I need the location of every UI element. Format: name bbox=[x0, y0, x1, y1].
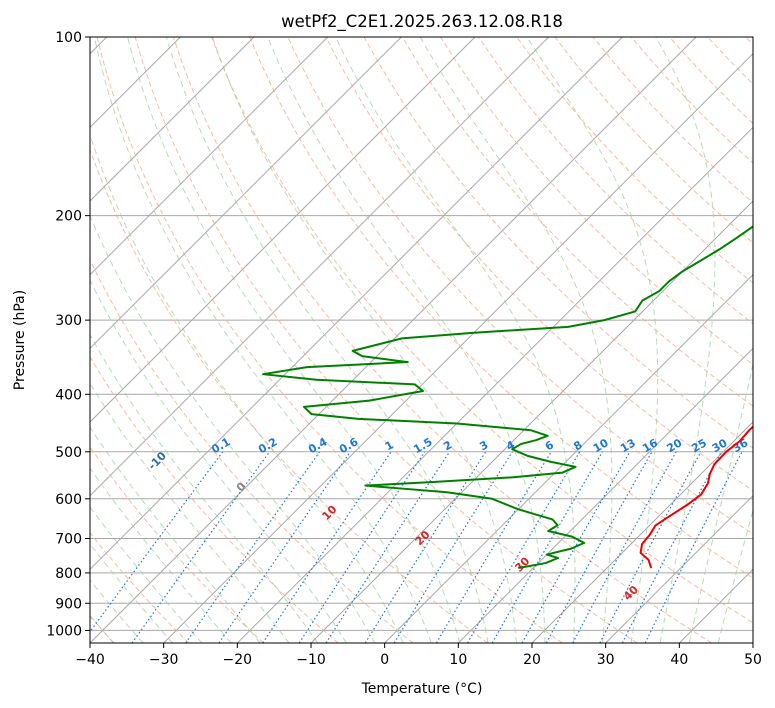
moist-adiabat-line bbox=[90, 333, 319, 643]
moist-adiabat-line bbox=[526, 37, 659, 643]
plot-frame bbox=[89, 36, 754, 644]
isotherm-gridline bbox=[90, 37, 329, 276]
dry-adiabat-line bbox=[90, 258, 414, 643]
moist-adiabat-line bbox=[90, 506, 203, 643]
moist-adiabat-line bbox=[335, 37, 576, 643]
moist-adiabat-line bbox=[90, 543, 173, 643]
y-tick-label: 600 bbox=[55, 492, 82, 508]
dry-adiabat-line bbox=[211, 37, 753, 624]
y-axis-label: Pressure (hPa) bbox=[12, 290, 28, 390]
dry-adiabat-line bbox=[440, 37, 753, 366]
x-tick-label: −30 bbox=[149, 652, 179, 668]
moist-adiabat-line bbox=[655, 37, 716, 643]
dry-adiabat-line bbox=[96, 37, 563, 643]
y-tick-label: 100 bbox=[55, 30, 82, 46]
mixing-ratio-line bbox=[435, 451, 552, 643]
moist-adiabat-line bbox=[93, 37, 432, 643]
x-tick-label: −20 bbox=[223, 652, 253, 668]
moist-adiabat-line bbox=[717, 508, 753, 643]
y-tick-label: 900 bbox=[55, 596, 82, 612]
isotherm-gridline bbox=[531, 421, 753, 643]
dry-adiabat-line bbox=[90, 531, 190, 643]
isotherm-gridline bbox=[90, 37, 402, 350]
y-tick-label: 1000 bbox=[46, 623, 82, 639]
x-tick-label: 10 bbox=[449, 652, 467, 668]
moist-adiabat-line bbox=[90, 133, 404, 643]
moist-adiabat-line bbox=[90, 279, 347, 643]
isotherm-gridline bbox=[236, 126, 753, 643]
y-tick-label: 200 bbox=[55, 209, 82, 225]
mixing-ratio-line bbox=[218, 451, 351, 643]
plot-background bbox=[90, 37, 753, 643]
mixing-ratio-line bbox=[364, 451, 487, 643]
moist-adiabat-line bbox=[90, 426, 261, 643]
isotherm-gridline bbox=[605, 494, 753, 643]
dry-adiabat-line bbox=[516, 37, 753, 284]
series-layer bbox=[262, 225, 753, 570]
x-tick-label: 30 bbox=[597, 652, 615, 668]
y-tick-label: 400 bbox=[55, 387, 82, 403]
mixing-ratio-line bbox=[298, 451, 426, 643]
dry-adiabat-line bbox=[249, 37, 753, 579]
y-tick-label: 700 bbox=[55, 532, 82, 548]
mixing-ratio-line bbox=[521, 451, 631, 643]
moist-adiabat-line bbox=[267, 37, 546, 643]
dry-adiabat-line bbox=[90, 148, 488, 643]
x-tick-label: 0 bbox=[380, 652, 389, 668]
y-tick-label: 500 bbox=[55, 445, 82, 461]
chart-title: wetPf2_C2E1.2025.263.12.08.R18 bbox=[281, 12, 563, 32]
moist-adiabat-line bbox=[90, 467, 232, 643]
x-tick-label: −10 bbox=[296, 652, 326, 668]
x-tick-label: 50 bbox=[744, 652, 762, 668]
moist-adiabat-line bbox=[90, 382, 290, 643]
moist-adiabat-line bbox=[90, 579, 144, 643]
isotherm-gridline bbox=[457, 347, 753, 643]
dry-adiabat-line bbox=[134, 37, 638, 643]
moist-adiabat-line bbox=[211, 37, 517, 643]
x-tick-label: 40 bbox=[670, 652, 688, 668]
mixing-ratio-line bbox=[572, 451, 677, 643]
mixing-ratio-line bbox=[644, 451, 743, 643]
dry-adiabat-line bbox=[325, 37, 753, 492]
isotherm-gridline bbox=[163, 52, 753, 643]
dry-adiabat-line bbox=[90, 445, 264, 643]
moist-adiabat-line bbox=[165, 37, 489, 643]
grid-layer bbox=[90, 37, 753, 643]
moist-adiabat-line bbox=[90, 214, 376, 643]
mixing-ratio-line bbox=[599, 451, 702, 643]
dewpoint-profile-line bbox=[262, 225, 753, 570]
x-axis-label: Temperature (°C) bbox=[361, 681, 483, 697]
x-tick-label: 20 bbox=[523, 652, 541, 668]
mixing-ratio-line bbox=[131, 451, 271, 643]
mixing-ratio-line bbox=[545, 451, 653, 643]
isotherm-gridline bbox=[384, 273, 753, 643]
mixing-ratio-line bbox=[325, 451, 451, 643]
mixing-ratio-line bbox=[90, 451, 224, 633]
mixing-ratio-line bbox=[185, 451, 321, 643]
isotherm-gridline bbox=[90, 37, 476, 423]
y-tick-label: 800 bbox=[55, 566, 82, 582]
dry-adiabat-line bbox=[90, 355, 339, 643]
isotherm-gridline bbox=[90, 37, 255, 202]
y-tick-label: 300 bbox=[55, 313, 82, 329]
moist-adiabat-line bbox=[688, 361, 753, 643]
mixing-ratio-line bbox=[262, 451, 392, 643]
x-tick-label: −40 bbox=[75, 652, 105, 668]
dry-adiabat-line bbox=[401, 37, 753, 407]
background-lines bbox=[90, 37, 753, 643]
isotherm-gridline bbox=[90, 37, 550, 497]
moist-adiabat-line bbox=[419, 37, 613, 643]
temperature-profile-line bbox=[639, 425, 753, 569]
dry-adiabat-line bbox=[172, 37, 712, 643]
